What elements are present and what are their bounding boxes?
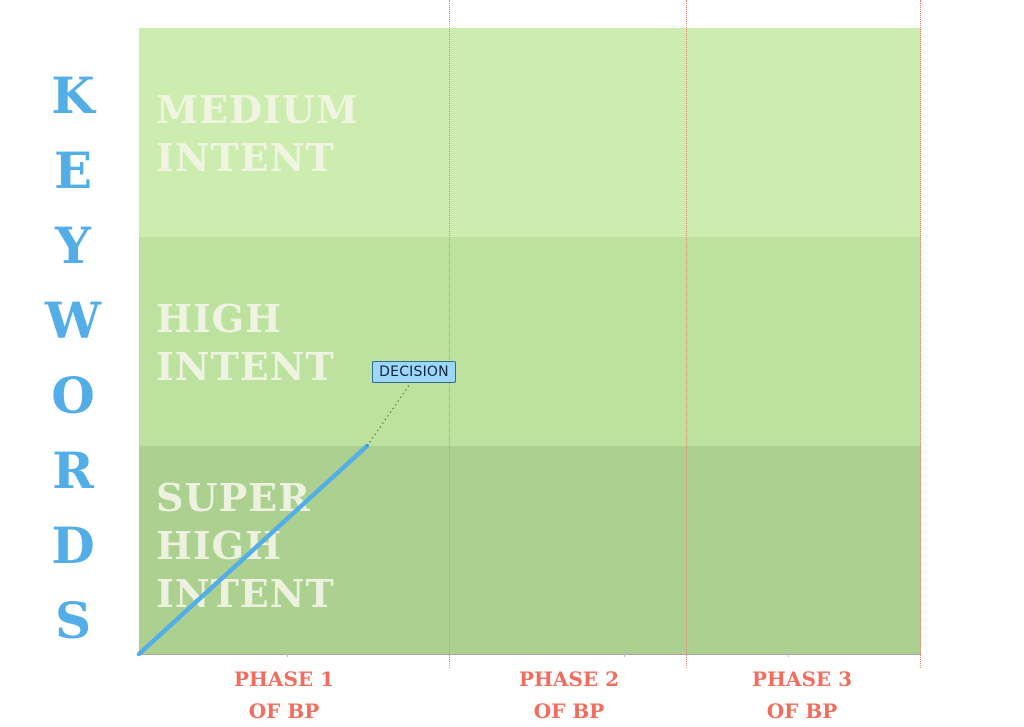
intent-phase-grid: MEDIUM INTENT HIGH INTENT SUPER HIGH INT… (139, 28, 921, 654)
phase-divider-1 (449, 0, 450, 668)
phase-3-label: PHASE 3 OF BP (751, 667, 853, 723)
super-high-intent-label: SUPER HIGH INTENT (156, 475, 335, 616)
phase-divider-3 (920, 0, 921, 668)
keywords-letter: W (44, 291, 102, 350)
decision-callout: DECISION (372, 361, 456, 383)
phase-1-label: PHASE 1 OF BP (233, 667, 335, 723)
keywords-vertical-title: K E Y W O R D S (42, 58, 104, 658)
baseline (139, 654, 921, 655)
phase-tick-3 (788, 651, 789, 657)
phase-tick-1 (287, 651, 288, 657)
keywords-letter: K (51, 66, 95, 125)
keywords-letter: S (54, 591, 92, 650)
keywords-letter: R (52, 441, 94, 500)
keywords-letter: E (53, 141, 93, 200)
keywords-letter: D (51, 516, 95, 575)
keywords-letter: Y (55, 216, 91, 275)
medium-intent-band (139, 28, 921, 237)
keywords-letter: O (51, 366, 95, 425)
phase-divider-2 (686, 0, 687, 668)
high-intent-label: HIGH INTENT (156, 296, 335, 389)
high-intent-band (139, 237, 921, 446)
phase-tick-2 (624, 651, 625, 657)
phase-2-label: PHASE 2 OF BP (518, 667, 620, 723)
medium-intent-label: MEDIUM INTENT (156, 87, 359, 180)
